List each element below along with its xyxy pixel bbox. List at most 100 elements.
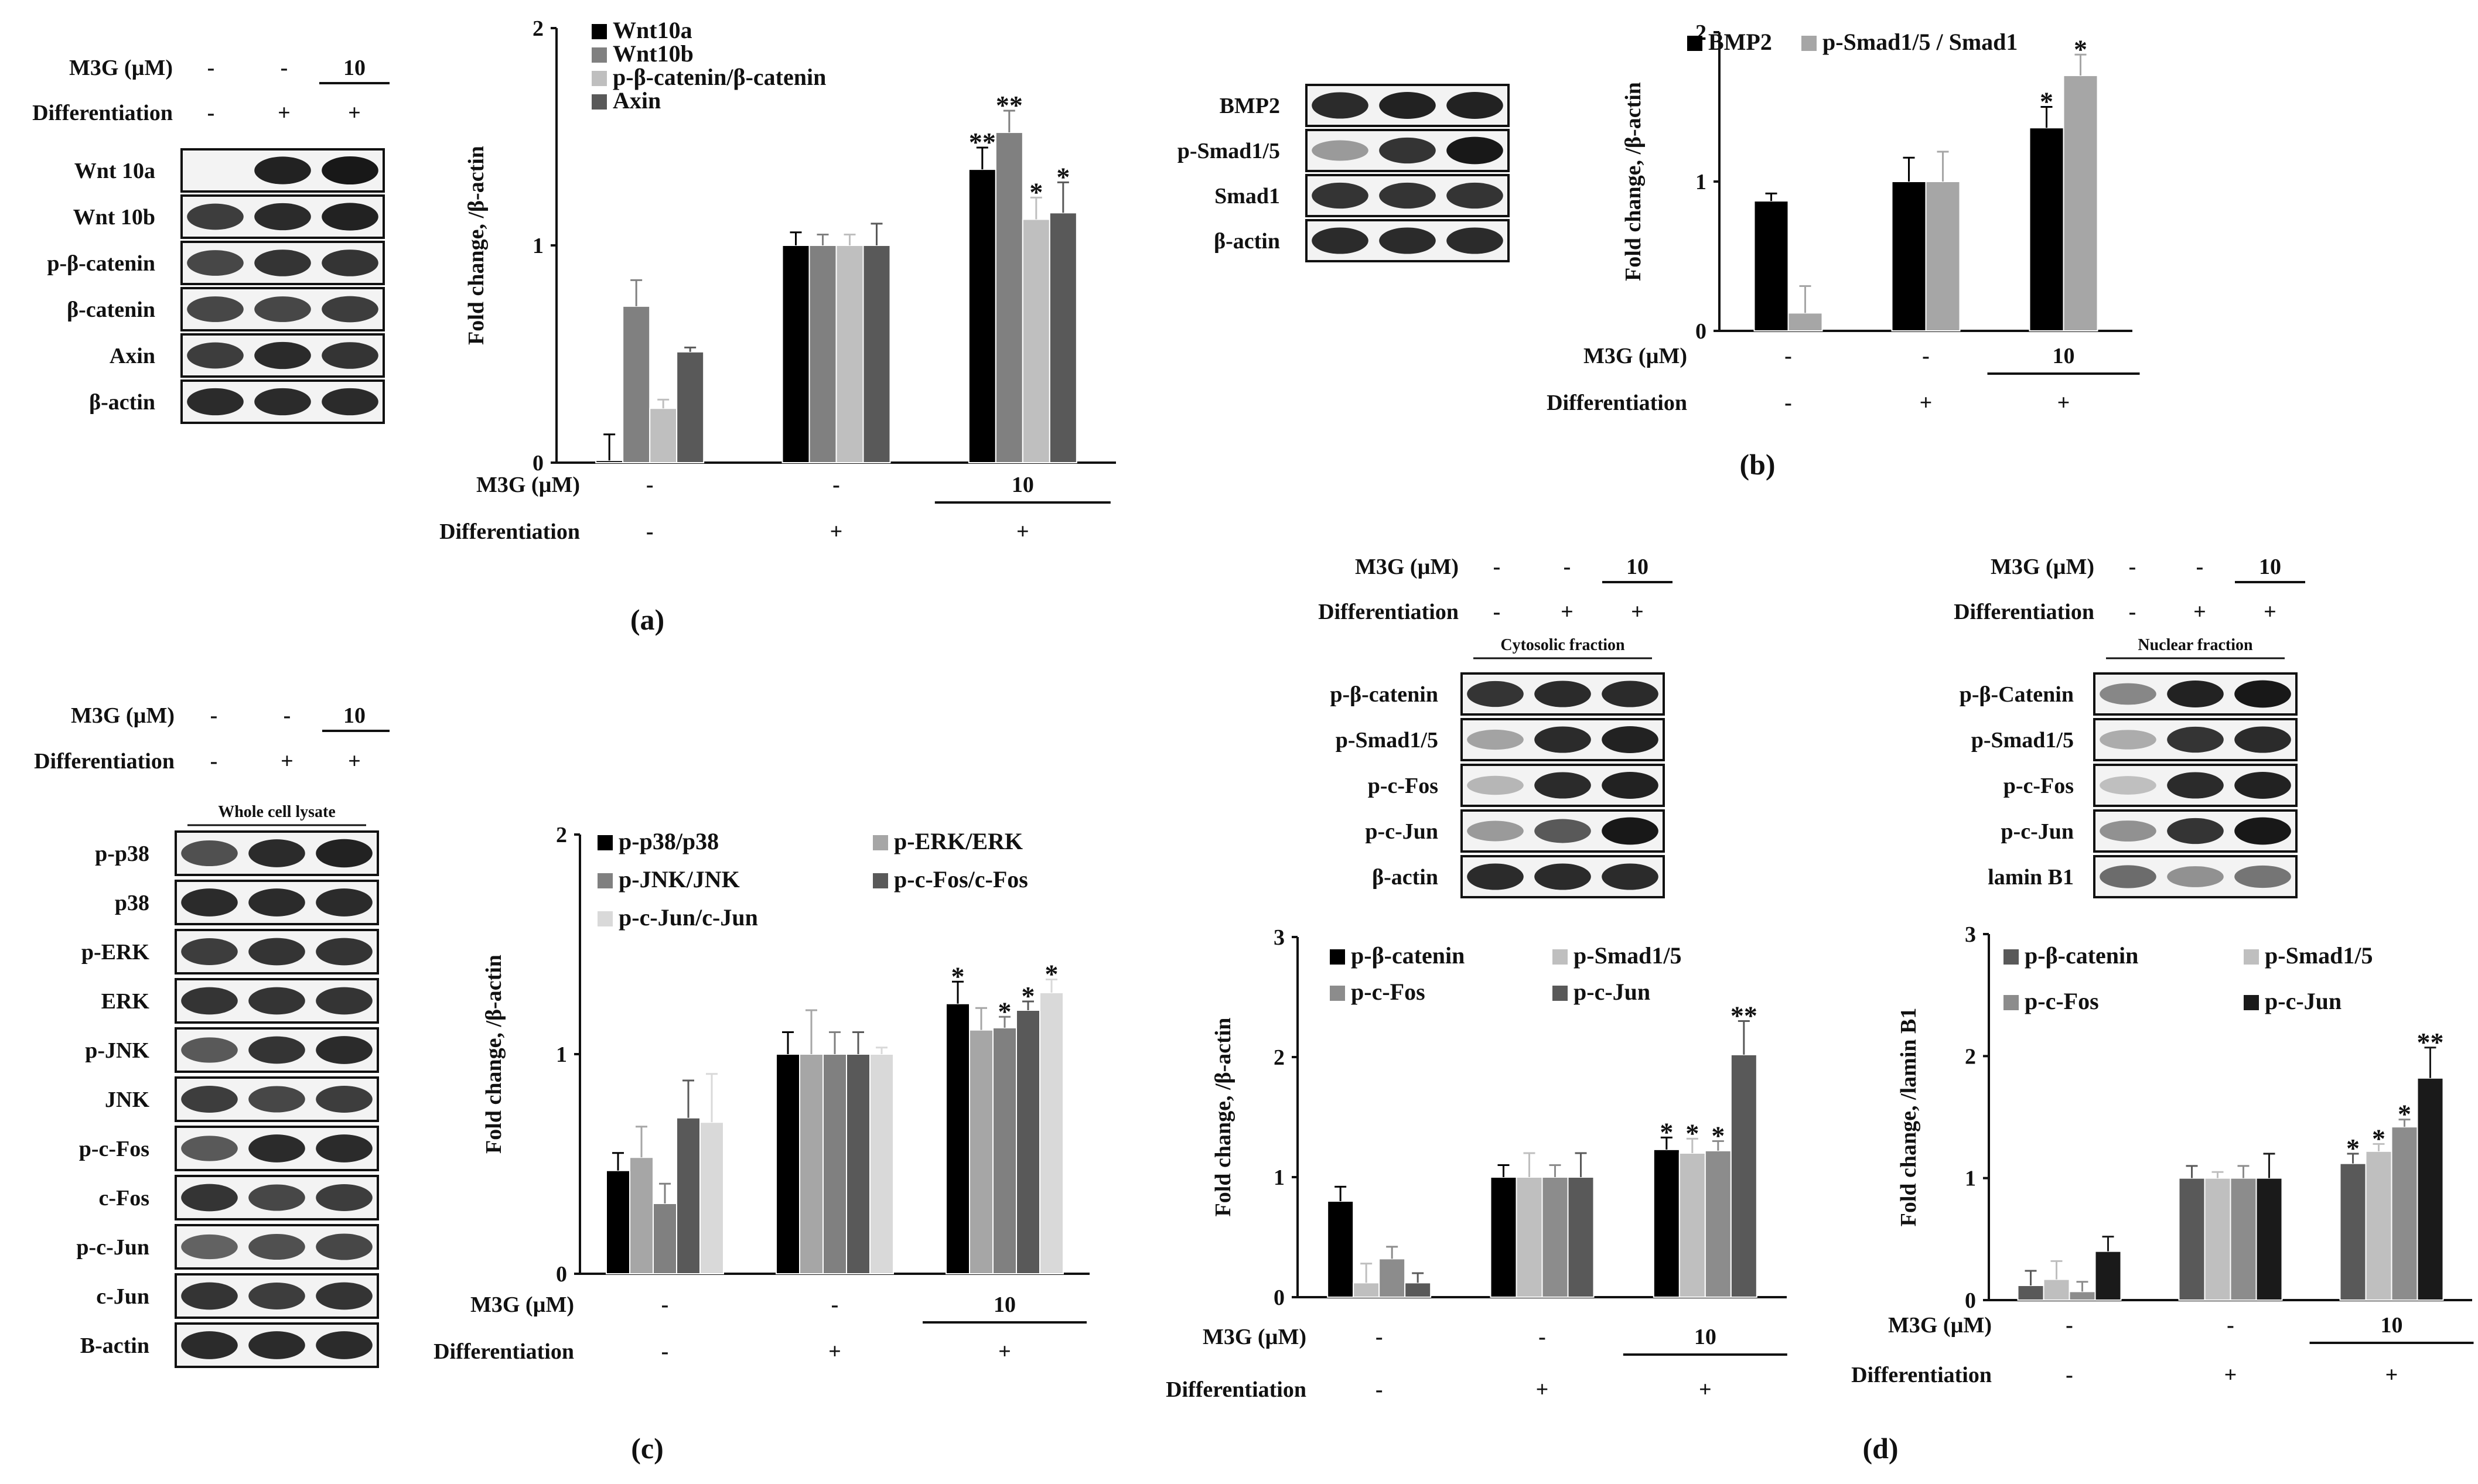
blot-c-band <box>316 1134 373 1162</box>
chart-d_cyto-x-diff-value: - <box>1375 1377 1383 1402</box>
chart-d_nuc-bar <box>2069 1291 2096 1301</box>
blot-d_nuc-band <box>2234 865 2291 888</box>
chart-b-bar <box>2063 74 2098 331</box>
chart-d_nuc-bar <box>2255 1177 2283 1301</box>
chart-d_nuc-sig-mark: * <box>2372 1123 2385 1153</box>
blot-b-row-label: β-actin <box>1214 229 1280 254</box>
blot-c-band <box>316 1036 373 1064</box>
blot-c-m3g-value: - <box>210 703 218 728</box>
blot-a-band <box>187 250 244 276</box>
chart-d_cyto-legend-label: p-β-catenin <box>1351 942 1465 969</box>
blot-b-band <box>1379 92 1436 119</box>
blot-d_nuc-band <box>2167 772 2224 799</box>
blot-a-band <box>322 388 378 416</box>
blot-c-band <box>248 839 305 867</box>
blot-b-band <box>1379 182 1436 209</box>
chart-a-x-row-label: Differentiation <box>439 519 580 544</box>
blot-a-band <box>187 388 244 416</box>
blot-c-band <box>248 888 305 917</box>
blot-c-band <box>316 938 373 966</box>
chart-a-legend-label: Wnt10a <box>613 17 692 43</box>
blot-d_nuc-diff-label: Differentiation <box>1954 600 2094 624</box>
blot-c-band <box>248 1331 305 1359</box>
chart-a-bar <box>1022 218 1050 463</box>
chart-d_nuc-y-tick-label: 0 <box>1965 1288 1976 1313</box>
chart-c-bar <box>699 1121 724 1274</box>
blot-d_cyto-band <box>1534 863 1591 890</box>
chart-d_cyto-bar <box>1353 1282 1380 1298</box>
chart-b-legend-swatch <box>1801 36 1817 51</box>
chart-d_nuc-bar <box>2230 1177 2257 1301</box>
chart-d_cyto-bar <box>1404 1282 1432 1298</box>
chart-c-legend-label: p-p38/p38 <box>619 828 719 854</box>
blot-d_nuc-diff-value: - <box>2129 600 2136 624</box>
blot-c-band <box>248 1134 305 1162</box>
chart-a-bar <box>595 460 624 463</box>
chart-d_cyto-bar <box>1704 1150 1732 1298</box>
chart-d_nuc-bar <box>2365 1150 2392 1301</box>
blot-c-band <box>248 1233 305 1260</box>
blot-d_cyto-row-label: p-Smad1/5 <box>1336 728 1438 753</box>
chart-a-legend-label: Axin <box>613 87 661 114</box>
chart-c-x-m3g-value: - <box>661 1292 669 1317</box>
chart-b-bar <box>2029 127 2064 331</box>
chart-a-legend-label: Wnt10b <box>613 40 694 67</box>
blot-c-band <box>181 938 238 965</box>
blot-d_nuc-band <box>2100 683 2156 705</box>
blot-d_nuc-band <box>2100 820 2156 842</box>
blot-a-diff-value: + <box>348 101 361 125</box>
blot-d_cyto-diff-value: - <box>1493 600 1501 624</box>
chart-d_nuc-legend-swatch <box>2003 949 2019 965</box>
blot-d_cyto-m3g-value: - <box>1493 555 1501 579</box>
blot-c-band <box>248 987 305 1015</box>
chart-a-x-diff-value: - <box>646 519 654 544</box>
chart-a-y-label: Fold change, /β-actin <box>464 146 489 345</box>
blot-c-band <box>181 1136 238 1161</box>
chart-b-sig-mark: * <box>2040 87 2053 117</box>
blot-b-band <box>1446 92 1503 119</box>
blot-d_nuc-band <box>2234 726 2291 753</box>
blot-b-band <box>1312 227 1368 254</box>
chart-d_nuc-bar <box>2391 1126 2418 1301</box>
chart-d_cyto-legend-swatch <box>1552 986 1568 1001</box>
blot-d_nuc-m3g-value: 10 <box>2259 555 2281 579</box>
chart-c-y-tick-label: 2 <box>556 823 567 847</box>
blot-d_cyto-fraction-label: Cytosolic fraction <box>1500 636 1625 654</box>
chart-b-bar <box>1787 312 1823 332</box>
blot-b-row-label: p-Smad1/5 <box>1177 139 1280 163</box>
blot-a-band <box>187 342 244 369</box>
blot-c-band <box>248 938 305 966</box>
blot-c-row-label: ERK <box>101 989 150 1014</box>
chart-b-x-row-label: M3G (µM) <box>1583 344 1687 368</box>
chart-a-x-row-label: M3G (µM) <box>476 473 580 497</box>
chart-a-x-m3g-value: - <box>646 473 654 497</box>
chart-d_nuc-x-diff-value: + <box>2385 1363 2398 1387</box>
blot-c-band <box>248 1036 305 1064</box>
chart-d_cyto-x-row-label: Differentiation <box>1166 1377 1306 1402</box>
blot-d_cyto: M3G (µM) Differentiation - - - +10 + Cytosolic … <box>1318 555 1673 898</box>
chart-d_nuc-bar <box>2204 1177 2231 1301</box>
chart-d_nuc-x-diff-value: + <box>2224 1363 2237 1387</box>
blot-d_nuc: M3G (µM) Differentiation - - - +10 + Nuclear fr… <box>1954 555 2305 898</box>
chart-c-bar <box>992 1027 1017 1274</box>
blot-d_cyto-band <box>1534 681 1591 707</box>
chart-c-x-diff-value: - <box>661 1339 669 1364</box>
chart-a-sig-mark: * <box>1056 162 1070 192</box>
chart-c-bar <box>653 1203 677 1274</box>
blot-d_cyto-m3g-value: 10 <box>1626 555 1648 579</box>
blot-c-m3g-value: 10 <box>343 703 366 728</box>
chart-a-y-tick-label: 0 <box>533 451 544 476</box>
chart-d_cyto-y-tick-label: 1 <box>1274 1165 1285 1190</box>
chart-d_cyto-x-m3g-value: 10 <box>1694 1325 1716 1349</box>
blot-c-band <box>181 1331 238 1359</box>
blot-c-band <box>316 1184 373 1211</box>
chart-d_nuc-legend-swatch <box>2244 949 2259 965</box>
chart-d_nuc-x-row-label: M3G (µM) <box>1888 1313 1992 1338</box>
chart-c-bar <box>869 1054 894 1274</box>
chart-d_cyto-bar <box>1516 1177 1543 1298</box>
blot-a-band <box>254 388 311 416</box>
panel-label-b: (b) <box>1739 448 1775 481</box>
